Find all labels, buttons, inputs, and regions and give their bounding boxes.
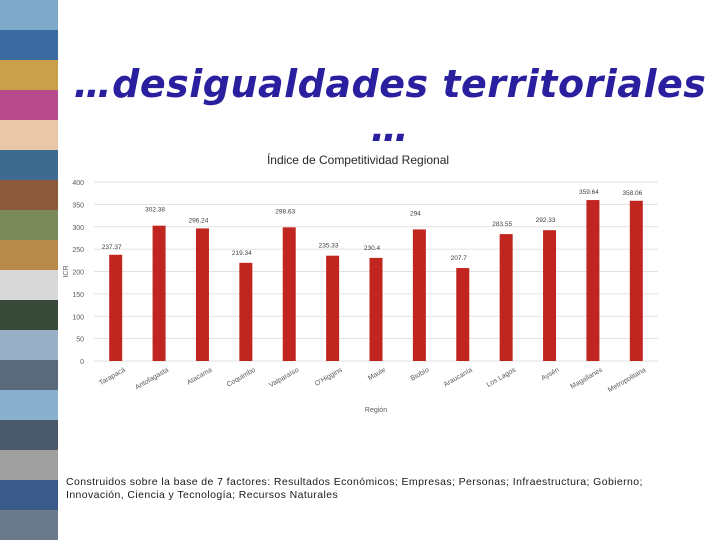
x-tick-label: Tarapacá bbox=[98, 367, 127, 388]
y-tick-label: 150 bbox=[72, 292, 84, 299]
data-label: 302.38 bbox=[145, 207, 165, 214]
data-label: 358.06 bbox=[622, 190, 642, 197]
chart-title: Índice de Competitividad Regional bbox=[267, 152, 449, 167]
y-tick-label: 50 bbox=[76, 337, 84, 344]
x-axis-label: Región bbox=[365, 407, 387, 414]
photo-tile bbox=[0, 240, 58, 270]
x-tick-label: Antofagasta bbox=[134, 367, 170, 392]
bar-10 bbox=[499, 234, 513, 361]
x-tick-label: O'Higgins bbox=[314, 366, 344, 387]
photo-strip bbox=[0, 0, 58, 540]
icr-bar-chart: Índice de Competitividad Regional 0 50 100 1… bbox=[58, 148, 720, 438]
photo-tile bbox=[0, 60, 58, 90]
photo-tile bbox=[0, 180, 58, 210]
photo-tile bbox=[0, 360, 58, 390]
data-label: 294 bbox=[410, 210, 421, 217]
data-label: 298.63 bbox=[275, 208, 295, 215]
bar-9 bbox=[456, 268, 470, 361]
y-tick-label: 250 bbox=[72, 247, 84, 254]
photo-tile bbox=[0, 330, 58, 360]
x-tick-label: Atacama bbox=[186, 367, 214, 387]
y-tick-label: 100 bbox=[72, 314, 84, 321]
footnote-text: Construidos sobre la base de 7 factores:… bbox=[66, 476, 643, 501]
x-tick-label: Aysén bbox=[540, 367, 560, 383]
photo-tile bbox=[0, 0, 58, 30]
data-label: 219.34 bbox=[232, 250, 252, 257]
chart-svg: Índice de Competitividad Regional 0 50 100 1… bbox=[63, 152, 658, 414]
x-tick-label: Araucanía bbox=[443, 367, 474, 389]
photo-tile bbox=[0, 30, 58, 60]
photo-tile bbox=[0, 210, 58, 240]
x-tick-label: Los Lagos bbox=[486, 366, 518, 388]
y-tick-label: 300 bbox=[72, 225, 84, 232]
bar-13 bbox=[629, 200, 643, 361]
bar-5 bbox=[282, 227, 296, 361]
x-tick-label: Maule bbox=[367, 367, 387, 383]
bar-8 bbox=[412, 229, 426, 361]
bar-12 bbox=[586, 200, 600, 361]
y-tick-label: 350 bbox=[72, 202, 84, 209]
y-tick-label: 200 bbox=[72, 270, 84, 277]
data-label: 283.55 bbox=[492, 221, 512, 228]
photo-tile bbox=[0, 300, 58, 330]
data-label: 359.64 bbox=[579, 189, 599, 196]
photo-tile bbox=[0, 510, 58, 540]
x-tick-label: Coquimbo bbox=[226, 367, 257, 389]
bar-6 bbox=[326, 255, 340, 361]
y-tick-label: 0 bbox=[80, 359, 84, 366]
slide-title: …desigualdades territoriales … bbox=[73, 62, 707, 150]
x-tick-label: Valparaíso bbox=[268, 367, 300, 390]
data-label: 296.24 bbox=[189, 217, 209, 224]
x-tick-label: Biobío bbox=[410, 367, 431, 383]
photo-tile bbox=[0, 480, 58, 510]
bar-4 bbox=[239, 262, 253, 361]
y-axis-label: ICR bbox=[63, 265, 70, 277]
bar-7 bbox=[369, 257, 383, 361]
photo-tile bbox=[0, 120, 58, 150]
x-tick-label: Metropolitana bbox=[607, 367, 647, 394]
data-label: 292.33 bbox=[536, 217, 556, 224]
data-label: 230.4 bbox=[364, 245, 381, 252]
data-label: 235.33 bbox=[319, 243, 339, 250]
x-tick-label: Magallanes bbox=[569, 366, 604, 390]
bar-11 bbox=[543, 230, 557, 361]
bar-3 bbox=[195, 228, 209, 361]
y-tick-label: 400 bbox=[72, 180, 84, 187]
bar-1 bbox=[109, 254, 123, 361]
photo-tile bbox=[0, 420, 58, 450]
photo-tile bbox=[0, 150, 58, 180]
photo-tile bbox=[0, 450, 58, 480]
photo-tile bbox=[0, 390, 58, 420]
bar-2 bbox=[152, 225, 166, 361]
photo-tile bbox=[0, 270, 58, 300]
data-label: 207.7 bbox=[451, 255, 468, 262]
photo-tile bbox=[0, 90, 58, 120]
data-label: 237.37 bbox=[102, 244, 122, 251]
